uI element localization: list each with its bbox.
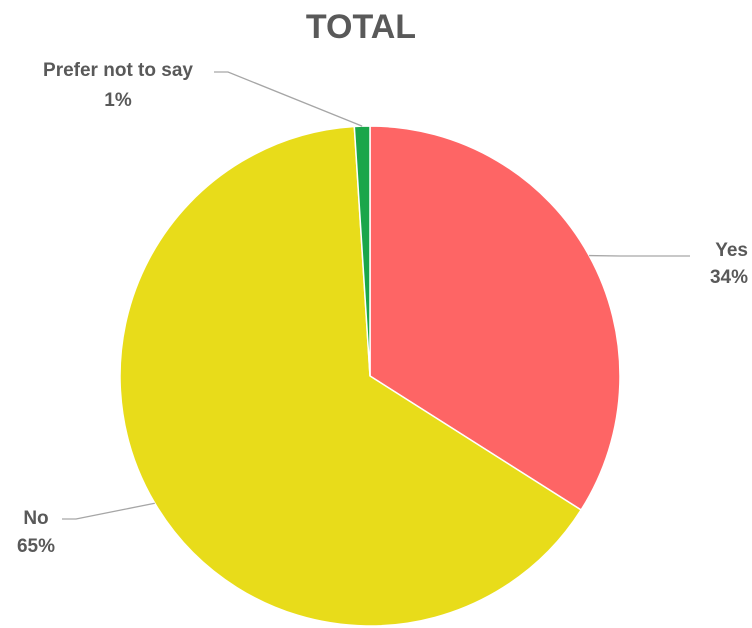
chart-title: TOTAL [306,8,416,46]
label-no-percent: 65% [17,536,55,557]
leader-line-no [62,502,155,520]
label-prefer-not-category: Prefer not to say [43,60,193,81]
label-prefer-not-percent: 1% [104,90,132,111]
label-yes-percent: 34% [710,267,748,288]
leader-line-prefer-not [214,71,363,127]
label-yes-category: Yes [715,240,748,261]
pie-slices [119,125,621,627]
pie-slice-no [119,125,583,627]
leader-lines [62,71,690,520]
label-no-category: No [23,508,48,529]
pie-slice-yes [369,125,621,511]
